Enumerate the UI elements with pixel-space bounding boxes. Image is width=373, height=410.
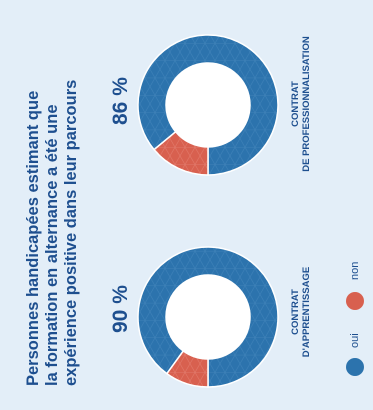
- legend-label-oui: oui: [349, 333, 361, 348]
- donut-hole: [166, 63, 250, 147]
- donut-contrat-professionnalisation: [137, 34, 279, 176]
- title-line-1: Personnes handicapées estimant que: [24, 90, 42, 386]
- category-line: DE PROFESSIONNALISATION: [301, 36, 312, 172]
- donut-hole: [166, 275, 250, 359]
- category-label-professionnalisation: CONTRAT DE PROFESSIONNALISATION: [290, 34, 312, 174]
- legend-swatch-oui: [346, 358, 364, 376]
- donut-contrat-apprentissage: [137, 246, 279, 388]
- category-line: D'APPRENTISSAGE: [301, 266, 312, 358]
- slice-non: [165, 349, 209, 388]
- chart-title: Personnes handicapées estimant que la fo…: [24, 6, 81, 386]
- category-label-apprentissage: CONTRAT D'APPRENTISSAGE: [290, 242, 312, 382]
- value-label-apprentissage: 90 %: [109, 285, 132, 333]
- title-line-3: expérience positive dans leur parcours: [62, 79, 80, 386]
- category-line: CONTRAT: [290, 81, 301, 127]
- value-label-professionnalisation: 86 %: [109, 77, 132, 125]
- legend-swatch-non: [346, 292, 364, 310]
- title-line-2: la formation en alternance a été une: [43, 104, 61, 387]
- category-line: CONTRAT: [290, 289, 301, 335]
- legend-label-non: non: [349, 261, 361, 280]
